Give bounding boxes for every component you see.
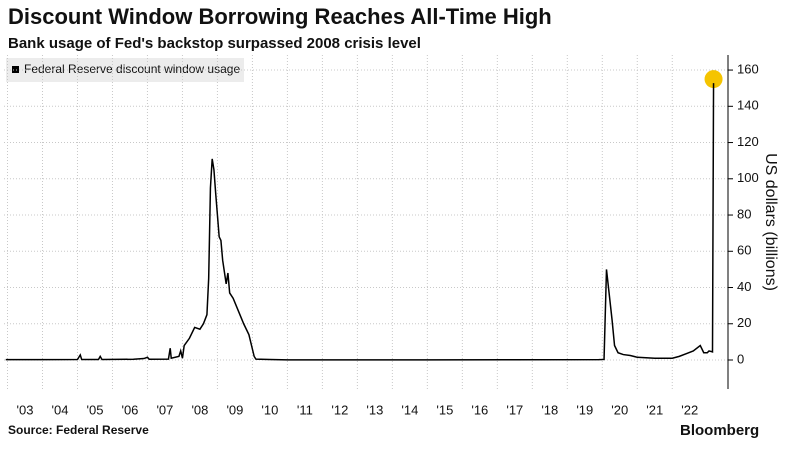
x-tick-label: '13: [366, 402, 383, 417]
x-tick-label: '15: [436, 402, 453, 417]
y-tick-label: 160: [737, 61, 759, 76]
x-tick-label: '10: [261, 402, 278, 417]
x-tick-label: '04: [52, 402, 69, 417]
legend-swatch: [12, 66, 19, 73]
y-tick-label: 40: [737, 279, 751, 294]
x-tick-label: '19: [576, 402, 593, 417]
x-tick-label: '14: [401, 402, 418, 417]
x-tick-label: '17: [506, 402, 523, 417]
x-tick-label: '21: [646, 402, 663, 417]
line: [5, 83, 715, 361]
x-tick-label: '18: [541, 402, 558, 417]
source: Source: Federal Reserve: [8, 423, 149, 437]
x-tick-label: '06: [121, 402, 138, 417]
x-tick-label: '22: [681, 402, 698, 417]
y-axis-title: US dollars (billions): [762, 153, 779, 291]
y-tick-label: 140: [737, 98, 759, 113]
x-tick-label: '03: [17, 402, 34, 417]
x-tick-label: '09: [226, 402, 243, 417]
y-tick-label: 100: [737, 170, 759, 185]
y-tick-label: 0: [737, 351, 744, 366]
x-tick-label: '07: [156, 402, 173, 417]
y-tick-label: 60: [737, 243, 751, 258]
chart-title: Discount Window Borrowing Reaches All-Ti…: [8, 4, 552, 29]
brand: Bloomberg: [680, 422, 759, 439]
x-tick-label: '08: [191, 402, 208, 417]
y-tick-label: 80: [737, 206, 751, 221]
x-tick-label: '16: [471, 402, 488, 417]
x-tick-label: '12: [331, 402, 348, 417]
x-tick-label: '11: [297, 402, 313, 417]
y-tick-label: 20: [737, 315, 751, 330]
highlight-point: [704, 70, 723, 89]
x-tick-label: '05: [86, 402, 103, 417]
y-tick-label: 120: [737, 134, 759, 149]
chart-subtitle: Bank usage of Fed's backstop surpassed 2…: [8, 35, 421, 52]
x-tick-label: '20: [611, 402, 628, 417]
legend-label: Federal Reserve discount window usage: [24, 62, 240, 76]
